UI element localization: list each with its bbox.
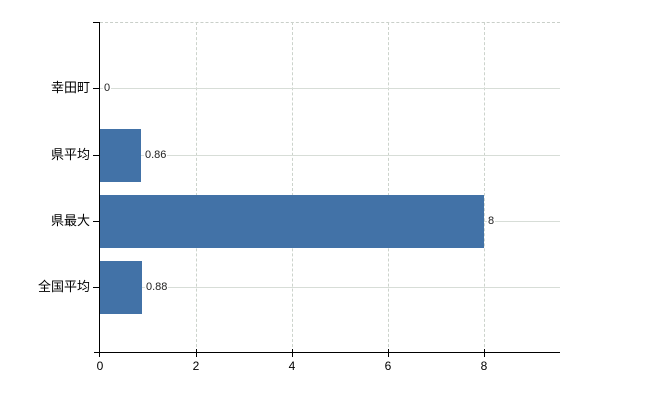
- vertical-gridline: [388, 22, 389, 352]
- x-axis-tick: [196, 349, 197, 357]
- vertical-gridline: [484, 22, 485, 352]
- x-tick-label: 2: [192, 359, 200, 373]
- value-label: 0: [103, 82, 112, 95]
- y-axis-tick: [93, 88, 99, 89]
- y-axis-tick: [93, 287, 99, 288]
- x-axis-tick: [292, 349, 293, 357]
- x-axis-tick: [388, 349, 389, 357]
- y-axis-line: [99, 22, 100, 357]
- horizontal-gridline: [100, 155, 560, 156]
- category-label: 県平均: [50, 147, 90, 162]
- x-axis-line: [94, 352, 560, 353]
- category-label: 県最大: [50, 213, 90, 228]
- x-tick-label: 6: [384, 359, 392, 373]
- y-axis-tick: [93, 221, 99, 222]
- value-label: 8: [487, 215, 496, 228]
- horizontal-gridline: [100, 287, 560, 288]
- value-label: 0.86: [144, 149, 168, 162]
- x-tick-label: 8: [480, 359, 488, 373]
- vertical-gridline: [292, 22, 293, 352]
- plot-top-border: [100, 22, 560, 23]
- category-label: 幸田町: [50, 80, 90, 95]
- vertical-gridline: [196, 22, 197, 352]
- category-label: 全国平均: [37, 279, 90, 294]
- bar: [100, 195, 484, 248]
- bar: [100, 129, 141, 182]
- horizontal-gridline: [100, 88, 560, 89]
- x-tick-label: 0: [96, 359, 104, 373]
- x-tick-label: 4: [288, 359, 296, 373]
- y-axis-top-tick: [93, 22, 99, 23]
- y-axis-tick: [93, 155, 99, 156]
- x-axis-tick: [484, 349, 485, 357]
- bar: [100, 261, 142, 314]
- value-label: 0.88: [145, 281, 169, 294]
